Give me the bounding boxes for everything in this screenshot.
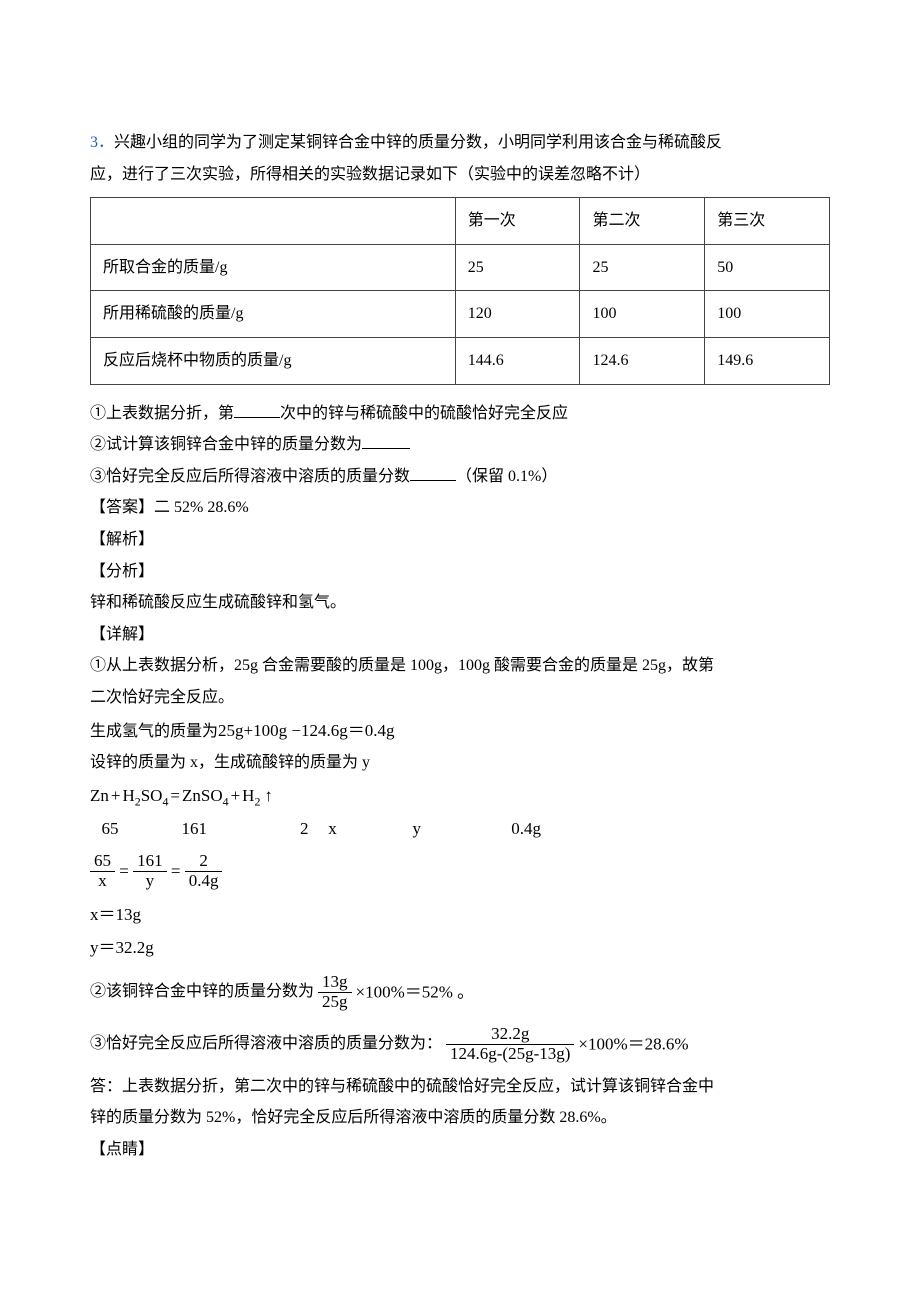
answer-values: 二 52% 28.6%: [154, 499, 249, 516]
summary-line-a: 答：上表数据分折，第二次中的锌与稀硫酸中的硫酸恰好完全反应，试计算该铜锌合金中: [90, 1074, 830, 1100]
sub-question-2: ②试计算该铜锌合金中锌的质量分数为: [90, 432, 830, 458]
x-value: x＝13g: [90, 901, 830, 928]
part3-tail: ×100%＝28.6%: [578, 1035, 688, 1054]
sq3-text-a: ③恰好完全反应后所得溶液中溶质的质量分数: [90, 468, 410, 485]
fenxi-body: 锌和稀硫酸反应生成硫酸锌和氢气。: [90, 590, 830, 616]
frac-num: 161: [133, 852, 167, 871]
eq-plus: +: [229, 786, 243, 805]
sq2-text-a: ②试计算该铜锌合金中锌的质量分数为: [90, 436, 362, 453]
document-page: 3．兴趣小组的同学为了测定某铜锌合金中锌的质量分数，小明同学利用该合金与稀硫酸反…: [0, 0, 920, 1302]
eq-sign: =: [171, 862, 185, 881]
frac-den: 25g: [318, 992, 352, 1012]
table-cell: 25: [455, 244, 580, 291]
frac-num: 65: [90, 852, 115, 871]
fraction: 13g 25g: [318, 973, 352, 1011]
table-cell: 所取合金的质量/g: [91, 244, 456, 291]
table-cell: 第三次: [705, 198, 830, 245]
eq-so: SO: [141, 786, 163, 805]
xiangjie-label: 【详解】: [90, 622, 830, 648]
y-value: y＝32.2g: [90, 934, 830, 961]
jiexi-label: 【解析】: [90, 527, 830, 553]
stoich-num: 2: [259, 815, 309, 842]
answer-label: 【答案】: [90, 499, 154, 516]
stoich-var: x: [313, 815, 353, 842]
h2-mass-expr: 25g+100g −124.6g＝0.4g: [218, 721, 394, 740]
question-number: 3．: [90, 134, 114, 151]
frac-den: 0.4g: [185, 871, 223, 891]
dianjing-label: 【点睛】: [90, 1137, 830, 1163]
part3-line: ③恰好完全反应后所得溶液中溶质的质量分数为： 32.2g 124.6g-(25g…: [90, 1025, 830, 1063]
h2-mass-label: 生成氢气的质量为: [90, 723, 218, 740]
table-cell: 100: [580, 291, 705, 338]
stoich-vars: x y 0.4g: [313, 815, 542, 842]
fill-blank: [362, 433, 410, 449]
sq1-text-a: ①上表数据分折，第: [90, 405, 234, 422]
part3-label: ③恰好完全反应后所得溶液中溶质的质量分数为：: [90, 1035, 442, 1052]
step1-line-b: 二次恰好完全反应。: [90, 685, 830, 711]
stoich-numbers: 65 161 2: [90, 815, 309, 842]
frac-den: 124.6g-(25g-13g): [446, 1044, 574, 1064]
frac-den: y: [133, 871, 167, 891]
proportion-equation: 65 x = 161 y = 2 0.4g: [90, 852, 830, 890]
chemical-equation: Zn+H2SO4=ZnSO4+H2↑: [90, 782, 830, 811]
table-cell: 100: [705, 291, 830, 338]
part2-label: ②该铜锌合金中锌的质量分数为: [90, 983, 314, 1000]
h2-mass-line: 生成氢气的质量为25g+100g −124.6g＝0.4g: [90, 717, 830, 745]
stoich-var: 0.4g: [481, 815, 541, 842]
stem-line-1: 兴趣小组的同学为了测定某铜锌合金中锌的质量分数，小明同学利用该合金与稀硫酸反: [114, 134, 722, 151]
table-cell: [91, 198, 456, 245]
fraction: 65 x: [90, 852, 115, 890]
frac-num: 32.2g: [446, 1025, 574, 1044]
table-row: 反应后烧杯中物质的质量/g 144.6 124.6 149.6: [91, 337, 830, 384]
table-cell: 反应后烧杯中物质的质量/g: [91, 337, 456, 384]
fraction: 161 y: [133, 852, 167, 890]
eq-plus: +: [109, 786, 123, 805]
let-xy-line: 设锌的质量为 x，生成硫酸锌的质量为 y: [90, 750, 830, 776]
up-arrow-icon: ↑: [260, 786, 273, 805]
fill-blank: [234, 402, 280, 418]
answer-line: 【答案】二 52% 28.6%: [90, 495, 830, 521]
data-table: 第一次 第二次 第三次 所取合金的质量/g 25 25 50 所用稀硫酸的质量/…: [90, 197, 830, 384]
table-row: 第一次 第二次 第三次: [91, 198, 830, 245]
table-row: 所用稀硫酸的质量/g 120 100 100: [91, 291, 830, 338]
fenxi-label: 【分析】: [90, 559, 830, 585]
table-cell: 120: [455, 291, 580, 338]
sub-question-3: ③恰好完全反应后所得溶液中溶质的质量分数 （保留 0.1%）: [90, 464, 830, 490]
frac-num: 13g: [318, 973, 352, 992]
part2-line: ②该铜锌合金中锌的质量分数为 13g 25g ×100%＝52% 。: [90, 973, 830, 1011]
eq-equals: =: [168, 786, 182, 805]
eq-zn: Zn: [90, 786, 109, 805]
stoich-var: y: [357, 815, 477, 842]
eq-sign: =: [119, 862, 133, 881]
table-cell: 144.6: [455, 337, 580, 384]
part2-tail: ×100%＝52% 。: [356, 983, 475, 1002]
eq-sub: 4: [223, 794, 229, 808]
summary-line-b: 锌的质量分数为 52%，恰好完全反应后所得溶液中溶质的质量分数 28.6%。: [90, 1105, 830, 1131]
stoich-num: 161: [134, 815, 254, 842]
table-row: 所取合金的质量/g 25 25 50: [91, 244, 830, 291]
table-cell: 149.6: [705, 337, 830, 384]
question-stem: 3．兴趣小组的同学为了测定某铜锌合金中锌的质量分数，小明同学利用该合金与稀硫酸反: [90, 130, 830, 156]
eq-znso4: ZnSO: [182, 786, 223, 805]
stoich-num: 65: [90, 815, 130, 842]
eq-h2: H: [242, 786, 254, 805]
table-cell: 124.6: [580, 337, 705, 384]
table-cell: 50: [705, 244, 830, 291]
table-cell: 第二次: [580, 198, 705, 245]
frac-num: 2: [185, 852, 223, 871]
fraction: 32.2g 124.6g-(25g-13g): [446, 1025, 574, 1063]
sq3-text-b: （保留 0.1%）: [456, 468, 557, 485]
sub-question-1: ①上表数据分折，第 次中的锌与稀硫酸中的硫酸恰好完全反应: [90, 401, 830, 427]
step1-line-a: ①从上表数据分析，25g 合金需要酸的质量是 100g，100g 酸需要合金的质…: [90, 653, 830, 679]
sq1-text-b: 次中的锌与稀硫酸中的硫酸恰好完全反应: [280, 405, 568, 422]
frac-den: x: [90, 871, 115, 891]
table-cell: 第一次: [455, 198, 580, 245]
fill-blank: [410, 465, 456, 481]
stem-line-2: 应，进行了三次实验，所得相关的实验数据记录如下（实验中的误差忽略不计）: [90, 162, 830, 188]
eq-h: H: [122, 786, 134, 805]
fraction: 2 0.4g: [185, 852, 223, 890]
table-cell: 25: [580, 244, 705, 291]
table-cell: 所用稀硫酸的质量/g: [91, 291, 456, 338]
